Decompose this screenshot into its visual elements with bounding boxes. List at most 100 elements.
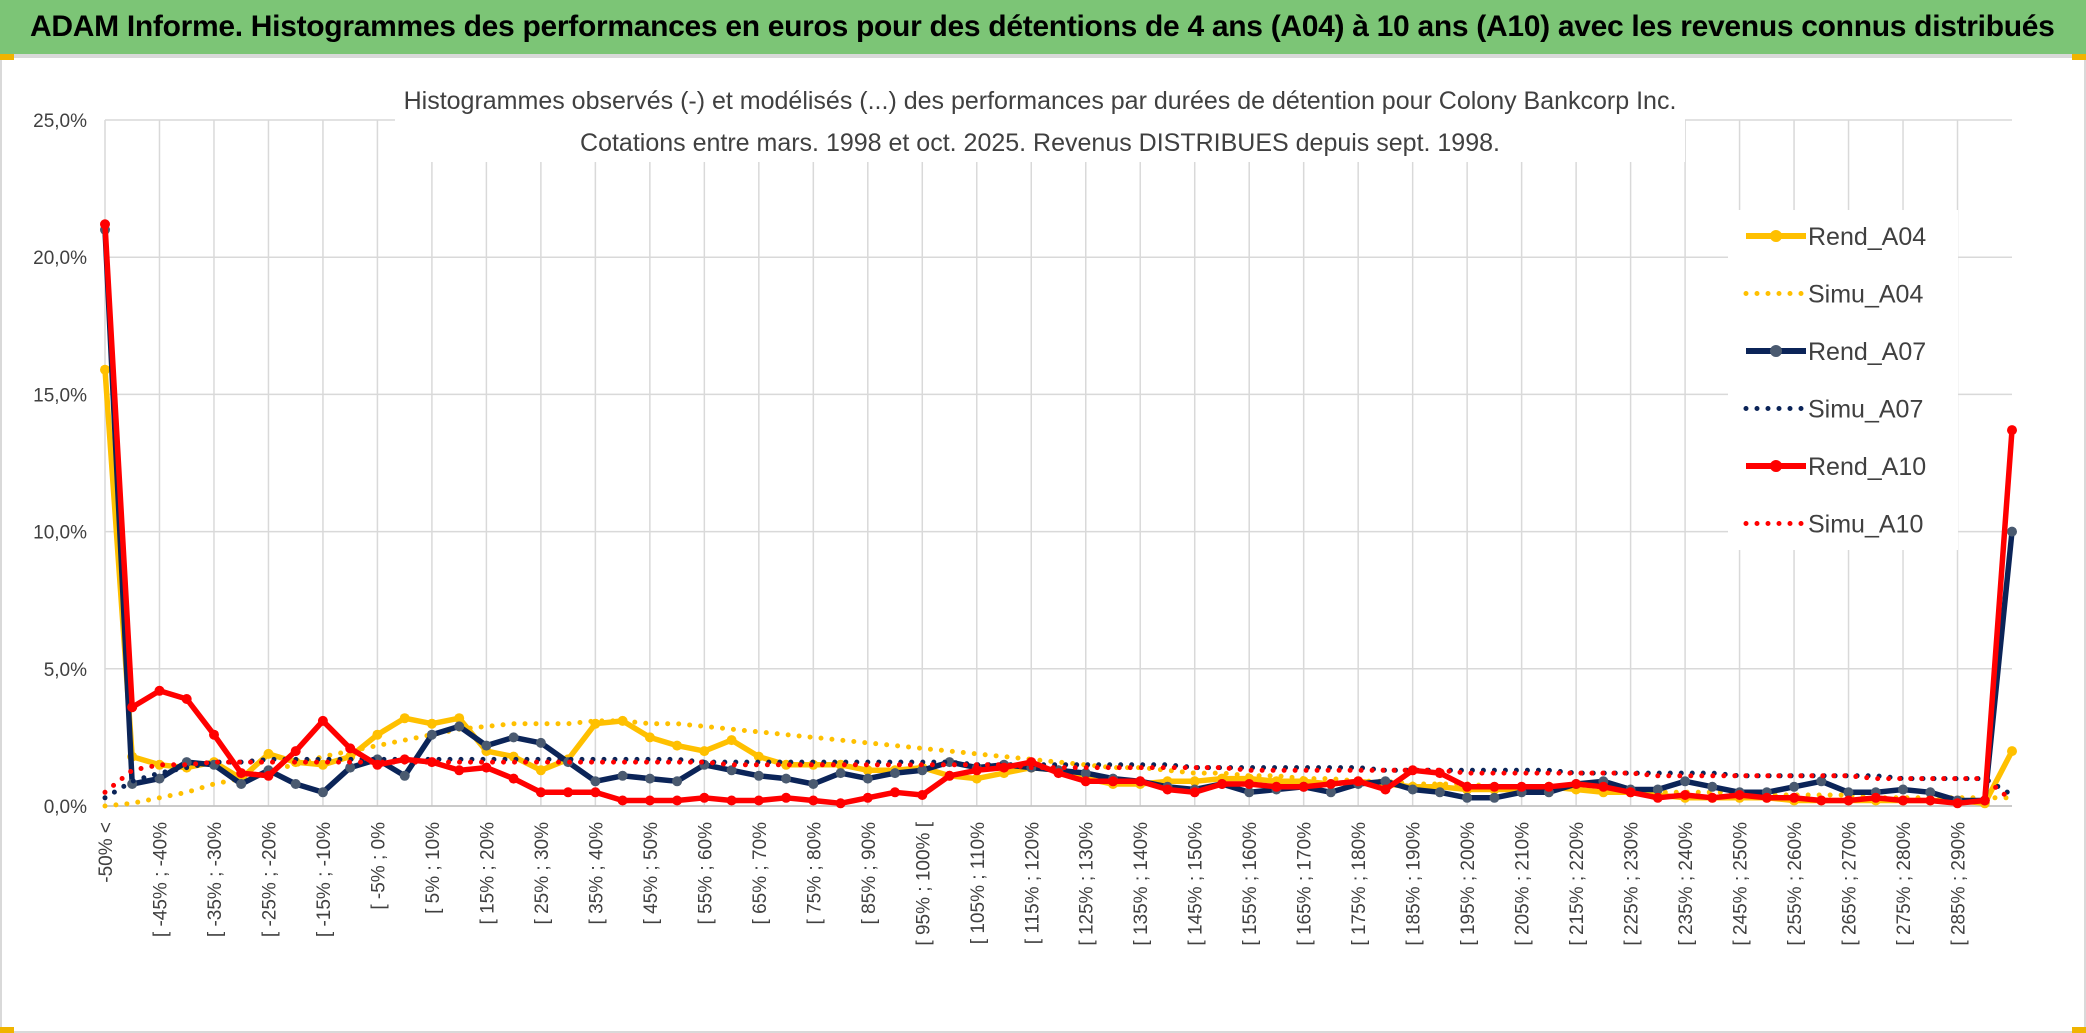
data-point-rend-a07 [1925,787,1936,798]
data-point-rend-a10 [1080,776,1091,787]
data-point-rend-a04 [399,713,410,724]
x-tick-label: [ -35% ; -30% [205,822,226,937]
data-point-rend-a10 [1789,792,1800,803]
data-point-rend-a10 [236,768,247,779]
data-point-rend-a10 [617,795,628,806]
series-line-rend-a04 [102,369,2015,807]
data-point-rend-a10 [917,790,928,800]
data-point-rend-a07 [154,773,165,784]
data-point-rend-a10 [1652,792,1663,803]
y-tick-label: 25,0% [33,111,87,132]
data-point-rend-a10 [426,757,437,768]
data-point-rend-a10 [508,773,519,784]
data-point-rend-a07 [1707,781,1718,792]
x-tick-label: [ 5% ; 10% [423,822,444,914]
data-point-rend-a10 [2007,425,2017,436]
x-tick-label: [ 215% ; 220% [1567,822,1588,946]
data-point-rend-a07 [1489,792,1500,803]
data-point-rend-a10 [1571,779,1582,789]
data-point-rend-a10 [862,792,873,803]
legend: Rend_A04 Simu_A04 Rend_A07 Simu_A07 Rend_A10… [1728,210,1958,550]
y-tick-label: 10,0% [33,523,87,544]
data-point-rend-a10 [808,795,819,806]
data-point-rend-a10 [1870,792,1881,803]
data-point-rend-a10 [290,746,301,757]
data-point-rend-a10 [1135,776,1146,787]
data-point-rend-a10 [699,792,710,803]
series-rend-a10 [100,219,2017,809]
data-point-rend-a10 [1680,790,1691,800]
data-point-rend-a10 [1053,768,1064,779]
data-point-rend-a10 [345,743,356,754]
data-point-rend-a10 [944,770,955,781]
data-point-rend-a10 [672,795,683,806]
x-tick-label: [ 265% ; 270% [1840,822,1861,946]
data-point-rend-a04 [862,765,873,776]
data-point-rend-a04 [454,713,465,724]
x-tick-label: [ 185% ; 190% [1404,822,1425,946]
data-point-rend-a10 [1979,795,1990,806]
data-point-rend-a07 [672,776,683,787]
data-point-rend-a07 [317,787,328,798]
data-point-rend-a10 [1244,779,1255,789]
data-point-rend-a07 [917,765,928,776]
data-point-rend-a04 [2007,746,2017,757]
x-tick-label: [ 65% ; 70% [750,822,771,925]
data-point-rend-a07 [590,776,601,787]
data-point-rend-a07 [862,773,873,784]
data-point-rend-a07 [1462,792,1473,803]
data-point-rend-a07 [1843,787,1854,798]
data-point-rend-a10 [1516,781,1527,792]
y-tick-label: 0,0% [44,797,87,818]
data-point-rend-a07 [1407,784,1418,795]
y-tick-label: 20,0% [33,248,87,269]
x-tick-label: [ 105% ; 110% [968,822,989,944]
data-point-rend-a04 [154,759,165,770]
data-point-rend-a07 [1898,784,1908,795]
data-point-rend-a07 [2007,526,2017,537]
data-point-rend-a04 [100,364,110,375]
data-point-rend-a07 [508,732,519,743]
y-tick-label: 5,0% [44,660,87,681]
x-tick-label: [ 255% ; 260% [1785,822,1806,946]
data-point-rend-a10 [209,729,219,740]
data-point-rend-a07 [290,779,301,789]
data-point-rend-a10 [835,798,846,809]
data-point-rend-a10 [1380,784,1391,795]
x-tick-label: [ 125% ; 130% [1077,822,1098,946]
x-tick-label: [ 245% ; 250% [1731,822,1752,946]
x-tick-label: [ 85% ; 90% [859,822,880,925]
legend-item-simu-a10: Simu_A10 [1743,511,1923,539]
series-line-rend-a07 [102,229,2015,804]
data-point-rend-a04 [535,765,546,776]
title-background [395,82,1685,162]
x-tick-label: [ -25% ; -20% [259,822,280,937]
data-point-rend-a07 [1380,776,1391,787]
data-point-rend-a10 [1598,781,1609,792]
data-point-rend-a07 [1816,776,1827,787]
data-point-rend-a10 [1026,757,1037,768]
data-point-rend-a04 [726,735,737,746]
x-tick-label: [ 75% ; 80% [804,822,825,925]
legend-item-rend-a04: Rend_A04 [1746,223,1926,251]
series-simu-a07 [102,756,2015,801]
data-point-rend-a10 [1707,792,1718,803]
corner-accent [2072,1027,2086,1033]
data-point-rend-a10 [644,795,655,806]
data-point-rend-a10 [1325,779,1336,789]
x-tick-label: -50% < [96,822,117,883]
legend-box [1728,210,1958,550]
data-point-rend-a07 [1789,781,1800,792]
series [100,219,2017,809]
data-point-rend-a10 [1217,779,1227,789]
data-point-rend-a07 [726,765,737,776]
data-point-rend-a10 [372,759,383,770]
corner-accent [0,54,14,60]
x-tick-label: [ 115% ; 120% [1022,822,1043,944]
data-point-rend-a04 [1189,776,1200,787]
x-tick-label: [ 25% ; 30% [532,822,553,925]
data-point-rend-a07 [1325,787,1336,798]
data-point-rend-a07 [481,740,492,751]
data-point-rend-a10 [1898,795,1908,806]
